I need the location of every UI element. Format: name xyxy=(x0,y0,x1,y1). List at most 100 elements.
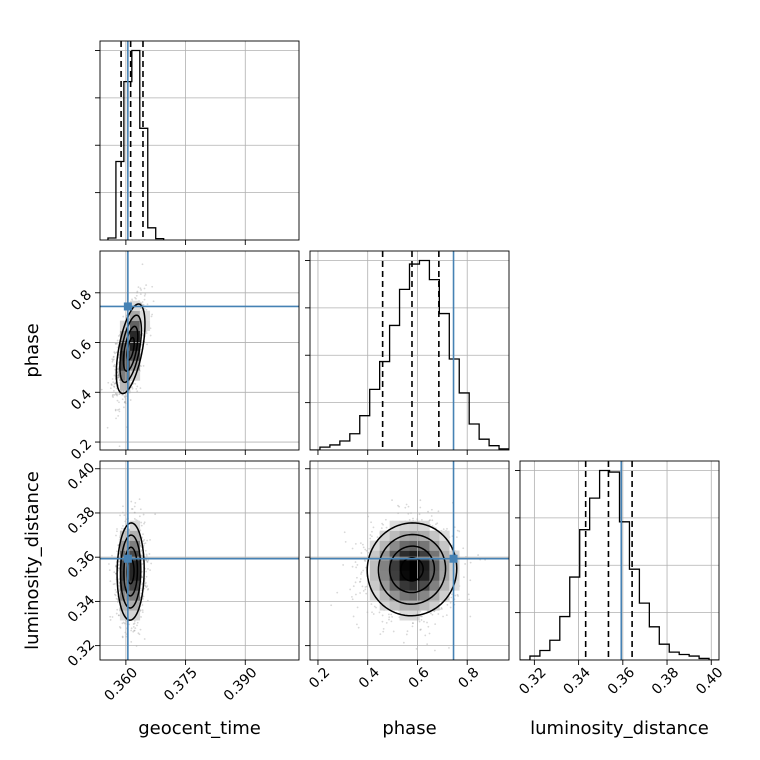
sample-point xyxy=(405,503,408,506)
sample-point xyxy=(112,356,115,359)
sample-point xyxy=(369,537,372,540)
sample-point xyxy=(446,527,448,530)
sample-point xyxy=(114,382,117,385)
sample-point xyxy=(436,522,439,525)
sample-point xyxy=(138,515,141,518)
density-cell xyxy=(129,600,141,611)
sample-point xyxy=(109,387,112,390)
sample-point xyxy=(415,647,418,650)
sample-point xyxy=(397,504,399,507)
sample-point xyxy=(116,370,119,373)
sample-point xyxy=(113,383,116,385)
density-cell xyxy=(379,600,390,611)
sample-point xyxy=(364,548,367,551)
sample-point xyxy=(384,518,387,521)
density-cell xyxy=(389,540,400,551)
sample-point xyxy=(388,618,390,621)
sample-point xyxy=(143,287,146,290)
sample-point xyxy=(458,530,461,533)
sample-point xyxy=(365,585,368,588)
sample-point xyxy=(122,525,124,527)
sample-point xyxy=(115,597,118,600)
sample-point xyxy=(419,615,422,618)
density-cell xyxy=(129,580,141,591)
sample-point xyxy=(109,619,112,621)
sample-point xyxy=(118,567,121,570)
sample-point xyxy=(406,630,409,633)
contour-geocent_time-luminosity_distance-2 xyxy=(119,534,142,609)
y-tick-label-phase-0: 0.2 xyxy=(68,436,95,463)
density-cell xyxy=(419,540,430,551)
sample-point xyxy=(111,358,114,361)
density-cell xyxy=(379,550,390,561)
sample-point xyxy=(114,392,117,395)
density-cell xyxy=(379,580,390,591)
density-cell xyxy=(449,560,460,571)
sample-point xyxy=(128,623,131,626)
sample-point xyxy=(111,554,113,557)
density-cell xyxy=(449,570,460,581)
sample-point xyxy=(139,609,142,612)
sample-point xyxy=(113,385,115,388)
density-cell xyxy=(119,540,131,551)
sample-point xyxy=(330,604,333,607)
sample-point xyxy=(117,368,119,371)
density-cell xyxy=(399,550,410,561)
sample-point xyxy=(419,610,422,613)
sample-point xyxy=(349,588,352,591)
sample-point xyxy=(132,625,135,628)
sample-point xyxy=(139,508,142,511)
density-cell xyxy=(129,330,141,341)
density-cell xyxy=(409,580,420,591)
sample-point xyxy=(440,607,443,609)
panel-frame-2-1 xyxy=(309,460,510,661)
sample-point xyxy=(446,603,449,606)
x-tick-label-geocent_time-1: 0.375 xyxy=(161,665,201,705)
sample-point xyxy=(117,414,120,417)
sample-point xyxy=(121,398,124,401)
density-cell xyxy=(399,540,410,551)
sample-point xyxy=(118,614,120,617)
sample-point xyxy=(365,592,368,595)
sample-point xyxy=(141,604,144,606)
density-cell xyxy=(439,590,450,601)
sample-point xyxy=(110,383,113,386)
x-tick-label-phase-0: 0.2 xyxy=(306,665,333,692)
sample-point xyxy=(359,580,362,583)
sample-point xyxy=(351,595,353,598)
density-cell xyxy=(119,530,131,541)
density-cell xyxy=(439,580,450,591)
sample-point xyxy=(405,633,408,636)
density-cell xyxy=(449,580,460,591)
x-tick-label-phase-3: 0.8 xyxy=(455,665,482,692)
sample-point xyxy=(145,555,148,557)
sample-point xyxy=(142,598,144,600)
density-cell xyxy=(119,570,131,581)
sample-point xyxy=(361,585,364,588)
sample-point xyxy=(113,363,116,366)
sample-point xyxy=(114,342,117,345)
x-axis-label-luminosity_distance: luminosity_distance xyxy=(530,718,709,739)
sample-point xyxy=(385,622,388,624)
contour-geocent_time-luminosity_distance-1 xyxy=(123,546,139,597)
sample-point xyxy=(117,370,120,373)
density-cell xyxy=(129,340,141,351)
x-tick-label-luminosity_distance-1: 0.34 xyxy=(561,665,594,698)
sample-point xyxy=(131,387,134,390)
sample-point xyxy=(121,636,124,639)
sample-point xyxy=(145,575,148,578)
sample-point xyxy=(382,630,385,633)
sample-point xyxy=(144,542,147,545)
sample-point xyxy=(116,530,118,533)
sample-point xyxy=(131,386,134,389)
density-cell xyxy=(429,570,440,581)
sample-point xyxy=(342,564,345,566)
density-cell xyxy=(119,590,131,601)
sample-point xyxy=(463,576,465,578)
panel-frame-2-0 xyxy=(99,460,300,661)
sample-point xyxy=(115,342,117,345)
sample-point xyxy=(435,523,437,526)
sample-point xyxy=(113,374,116,377)
sample-point xyxy=(149,538,151,541)
sample-point xyxy=(113,394,116,396)
